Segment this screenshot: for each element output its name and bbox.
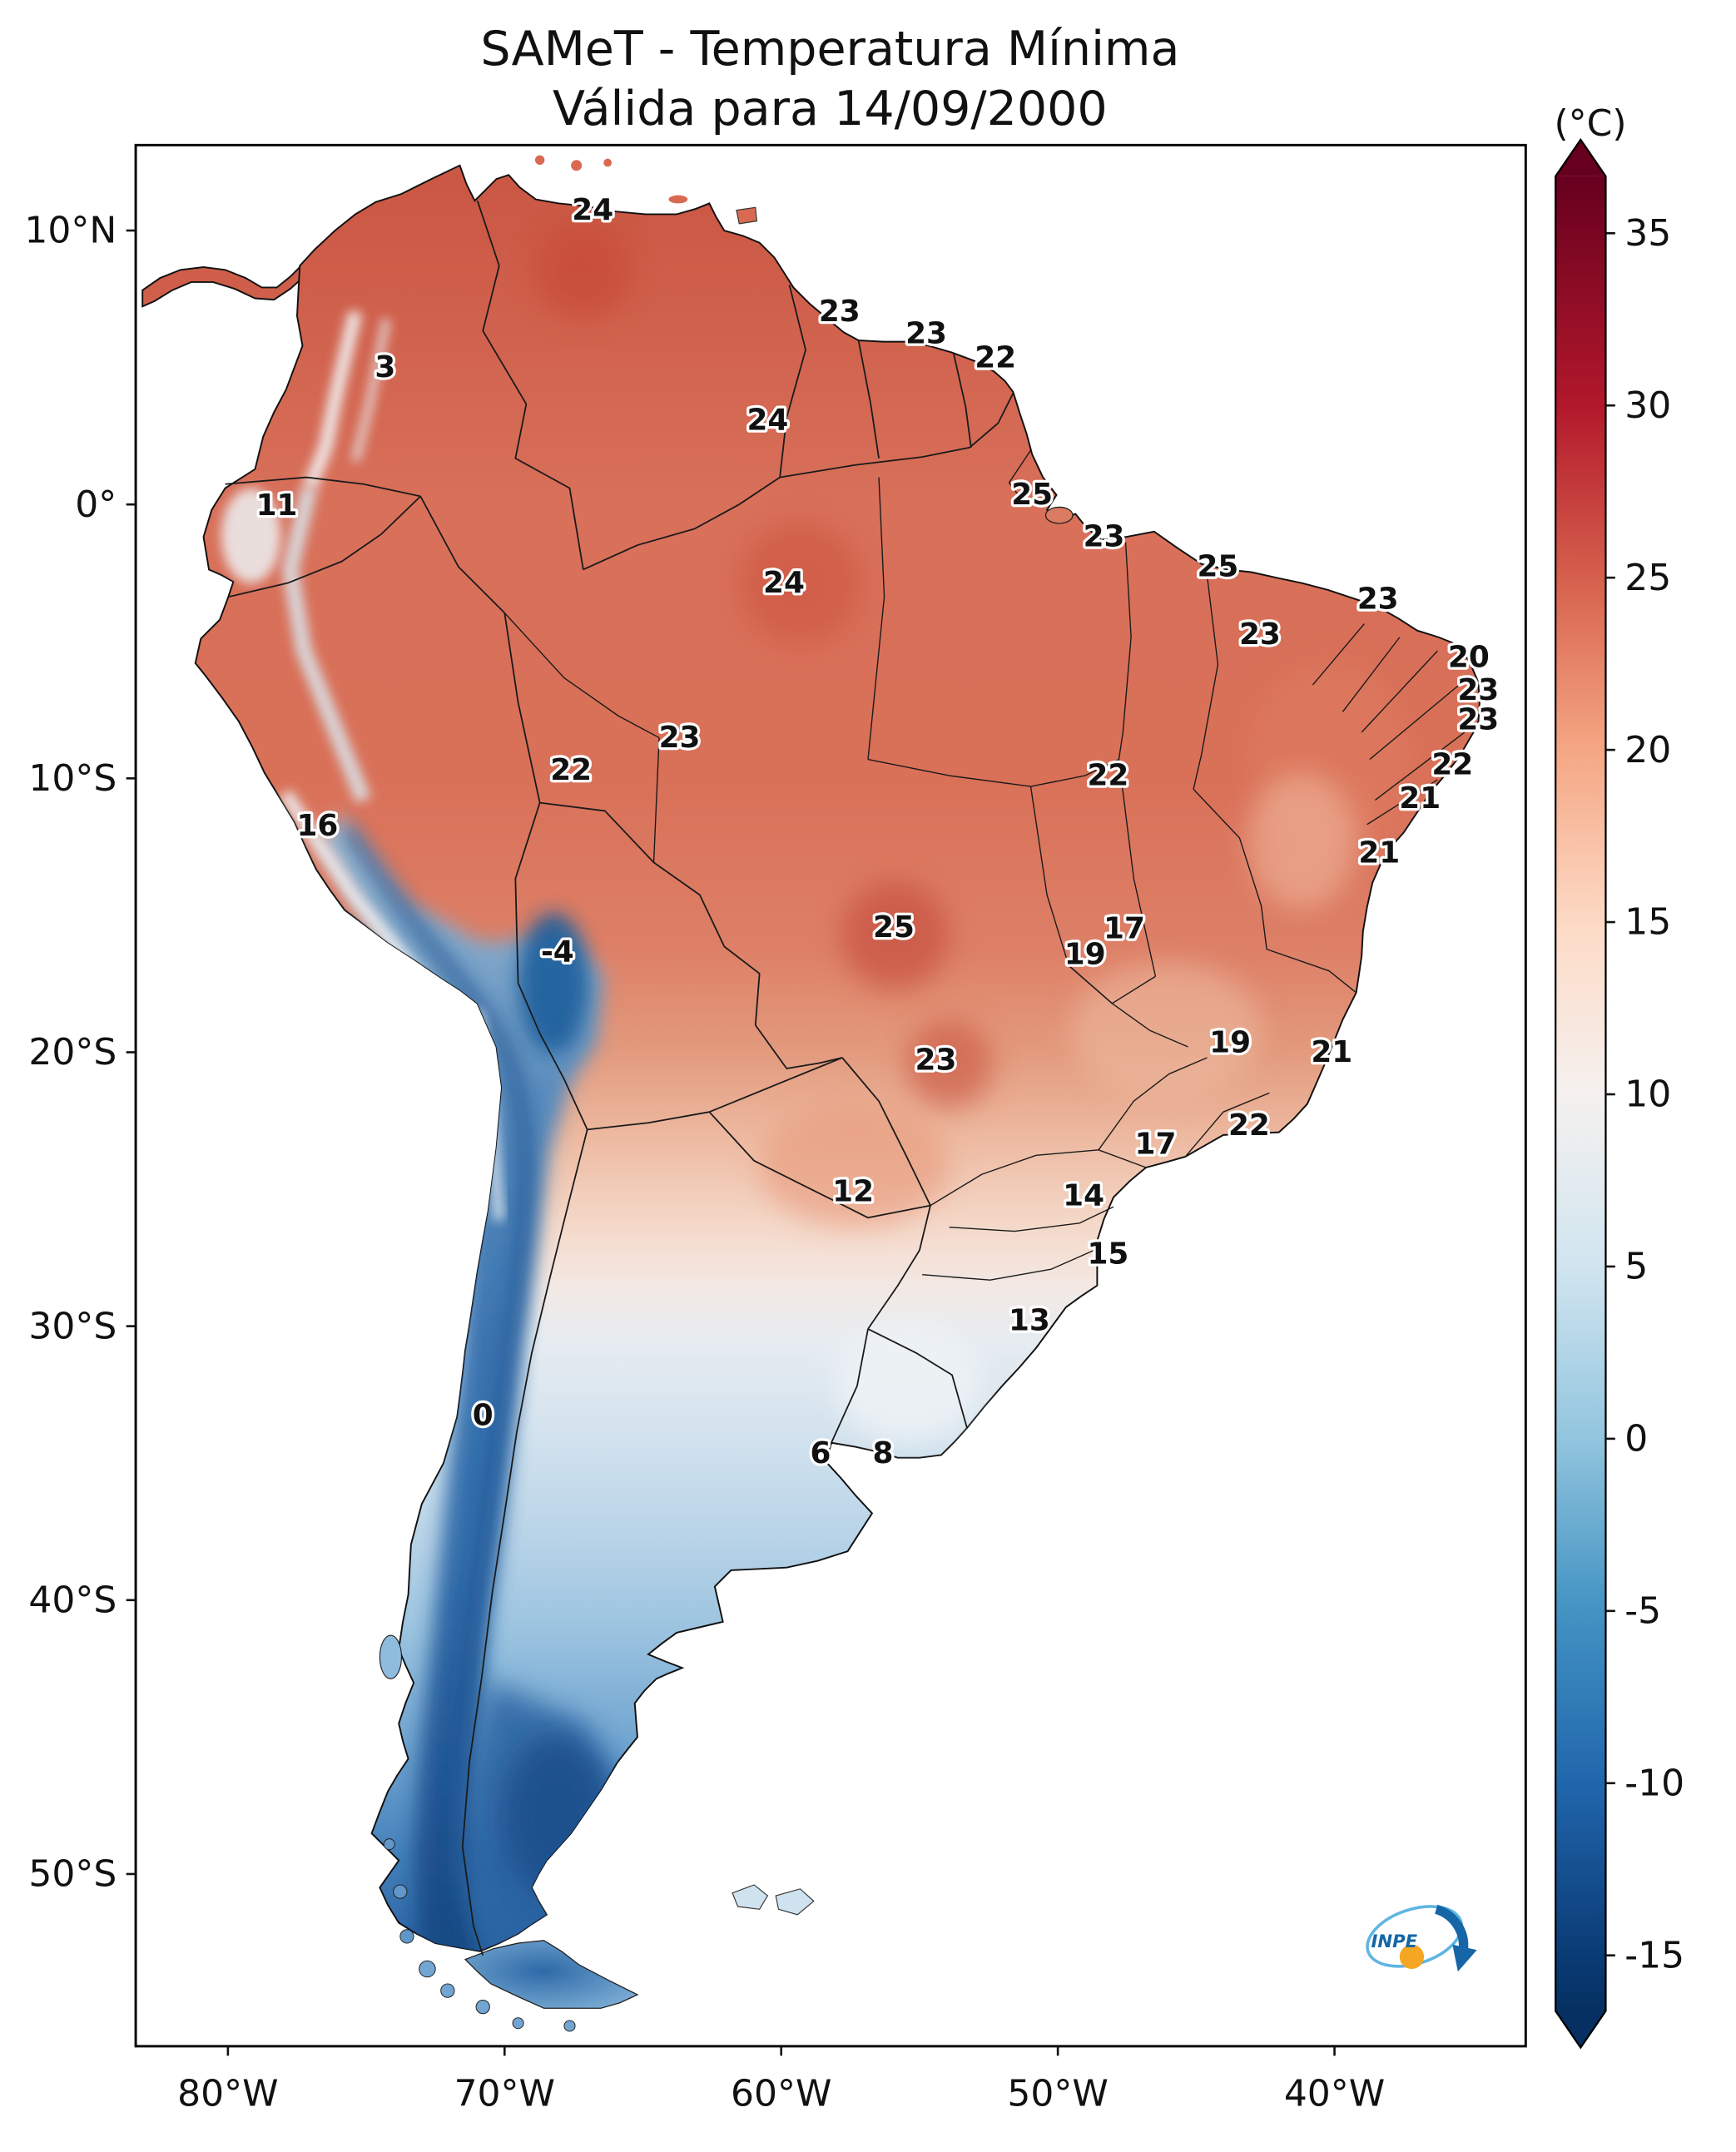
country-borders — [225, 200, 1014, 1956]
colorbar-tick-label: -15 — [1624, 1934, 1684, 1976]
temperature-value-label: 24 — [763, 566, 805, 600]
colorbar-under-arrow — [1555, 2011, 1606, 2048]
temperature-value-label: 19 — [1209, 1025, 1251, 1059]
map-title-line1: SAMeT - Temperatura Mínima — [480, 22, 1179, 77]
temperature-value-label: 23 — [659, 721, 701, 755]
temperature-value-label: 24 — [572, 193, 613, 227]
lat-tick-label: 50°S — [28, 1853, 117, 1896]
temperature-value-label: 25 — [1197, 550, 1238, 584]
lon-tick-label: 60°W — [731, 2073, 831, 2115]
temperature-value-label: 23 — [915, 1044, 957, 1078]
trinidad-island — [736, 206, 758, 225]
temperature-value-label: 23 — [1457, 703, 1499, 737]
colorbar-tick-label: 25 — [1624, 557, 1671, 599]
temperature-value-label: 24 — [746, 404, 788, 438]
temperature-value-label: 15 — [1087, 1237, 1128, 1272]
marajo-island — [1044, 506, 1074, 524]
colorbar-tick-label: 35 — [1624, 212, 1671, 255]
colorbar-tick-label: 20 — [1624, 729, 1671, 771]
inpe-arrow-icon — [1434, 1904, 1469, 1951]
temperature-value-label: 0 — [473, 1399, 494, 1433]
temperature-value-label: 22 — [1431, 747, 1473, 781]
temperature-value-label: 25 — [873, 910, 915, 945]
temperature-value-label: 16 — [296, 809, 338, 843]
temperature-value-label: 25 — [1011, 478, 1053, 512]
lon-tick-label: 40°W — [1284, 2073, 1385, 2115]
temperature-value-label: 22 — [975, 341, 1016, 375]
lat-tick-label: 40°S — [28, 1579, 117, 1621]
lat-tick-label: 10°S — [28, 757, 117, 800]
temperature-value-label: 22 — [550, 753, 592, 787]
falkland-east-island — [775, 1888, 815, 1916]
chiloe-island — [379, 1634, 403, 1679]
temperature-value-label: 22 — [1228, 1108, 1270, 1143]
lat-tick-label: 0° — [75, 483, 117, 526]
temperature-value-label: 3 — [374, 350, 395, 384]
colorbar-over-arrow — [1555, 139, 1606, 176]
temperature-value-label: 17 — [1135, 1128, 1177, 1162]
tierra-del-fuego — [464, 1940, 639, 2009]
temperature-value-label: 11 — [256, 488, 298, 523]
colorbar-tick-label: 0 — [1624, 1418, 1648, 1460]
central-america-landmass — [141, 265, 305, 308]
temperature-value-label: 21 — [1358, 836, 1400, 870]
colorbar-tick-label: 5 — [1624, 1246, 1648, 1288]
inpe-orbit-icon — [1366, 1905, 1464, 1968]
colorbar-unit-label: (°C) — [1555, 102, 1627, 145]
temperature-value-label: 14 — [1063, 1179, 1104, 1213]
temperature-value-label: 21 — [1399, 781, 1441, 816]
lon-tick-label: 70°W — [454, 2073, 555, 2115]
map-frame — [134, 143, 1527, 2048]
temperature-value-label: 23 — [1357, 583, 1399, 617]
temperature-value-label: 20 — [1448, 641, 1490, 675]
temperature-value-label: 13 — [1009, 1304, 1050, 1338]
colorbar-ticks: 35 30 25 20 15 10 5 0 -5 -10 -15 — [1605, 212, 1684, 1976]
state-borders — [503, 449, 1466, 1281]
colorbar-tick-label: 30 — [1624, 384, 1671, 427]
temperature-value-label: 23 — [1084, 520, 1125, 554]
falkland-west-island — [732, 1884, 769, 1910]
lat-tick-label: 20°S — [28, 1031, 117, 1074]
temperature-value-label: 12 — [832, 1175, 874, 1209]
lat-tick-label: 10°N — [24, 210, 117, 252]
temperature-value-label: 23 — [905, 316, 947, 350]
temperature-value-label: 17 — [1104, 912, 1145, 946]
temperature-value-label: 22 — [1087, 758, 1128, 792]
inpe-orange-dot-icon — [1399, 1944, 1425, 1970]
lon-tick-label: 50°W — [1007, 2073, 1108, 2115]
colorbar-tick-label: -10 — [1624, 1762, 1684, 1804]
temperature-value-label: 23 — [1239, 617, 1281, 652]
colorbar-outline — [1555, 137, 1607, 2050]
temperature-value-label: 21 — [1311, 1035, 1352, 1069]
latitude-axis: 10°N 0° 10°S 20°S 30°S 40°S 50°S — [24, 210, 136, 1896]
inpe-logo-text: INPE — [1371, 1931, 1418, 1951]
temperature-value-label: 8 — [872, 1436, 893, 1470]
temperature-value-label: 23 — [1457, 673, 1499, 707]
colorbar-tick-label: 15 — [1624, 901, 1671, 944]
longitude-axis: 80°W 70°W 60°W 50°W 40°W — [177, 2045, 1385, 2115]
colorbar-gradient-bar — [1555, 176, 1606, 2011]
islands — [379, 155, 1074, 2032]
lat-tick-label: 30°S — [28, 1305, 117, 1347]
colorbar-tick-label: 10 — [1624, 1074, 1671, 1116]
temperature-shading — [221, 223, 1411, 1951]
colorbar-tick-label: -5 — [1624, 1589, 1661, 1632]
inpe-arrowhead-icon — [1452, 1944, 1477, 1972]
map-title-line2: Válida para 14/09/2000 — [553, 82, 1108, 136]
temperature-value-label: 6 — [810, 1436, 831, 1470]
colorbar: (°C) 35 30 25 20 15 10 5 0 -5 -10 -15 — [1555, 102, 1684, 2050]
lon-tick-label: 80°W — [177, 2073, 278, 2115]
temperature-value-label: 23 — [819, 295, 861, 329]
temperature-value-label: -4 — [541, 935, 574, 969]
temperature-value-label: 19 — [1064, 938, 1106, 972]
inpe-logo: INPE — [1366, 1904, 1477, 1972]
